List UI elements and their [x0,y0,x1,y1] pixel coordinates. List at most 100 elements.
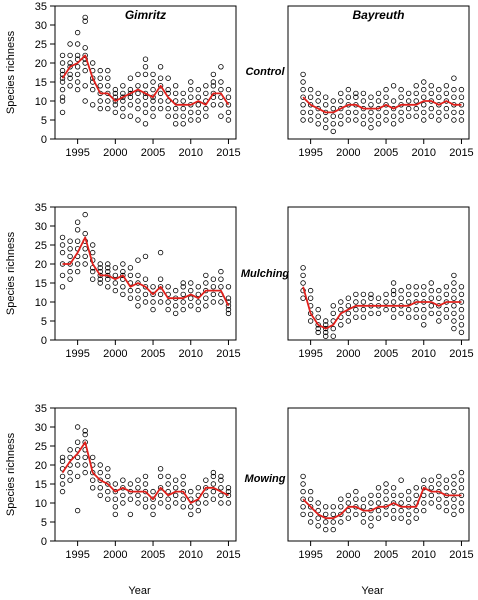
x-tick-label: 1995 [298,549,322,561]
data-point [210,79,217,85]
data-point [127,102,134,108]
data-point [428,280,434,286]
data-point [225,102,232,108]
data-point [210,276,217,282]
data-point [67,75,73,81]
data-point [74,268,81,275]
x-tick-label: 1995 [65,348,89,360]
data-point [172,310,179,317]
data-point [157,90,164,97]
data-point [135,485,141,491]
data-point [436,117,442,123]
data-point [150,496,156,502]
data-point [142,253,149,260]
data-point [353,94,359,100]
data-point [428,113,434,119]
data-point [330,325,336,332]
data-point [67,477,73,483]
data-point [112,481,119,487]
data-point [405,314,412,320]
data-point [188,504,194,510]
data-point [323,511,329,518]
data-point [390,83,397,89]
data-point [390,280,397,286]
data-point [105,105,111,112]
data-point [413,492,419,499]
data-point [105,268,111,275]
data-point [443,284,450,290]
panel-gimritz-control: 1995 2000 2005 2010 2015 0 5 10 15 20 25 30 35 Specie… [5,1,241,159]
data-point [74,238,81,244]
data-point [383,488,389,495]
data-point [345,310,352,317]
data-point [225,109,232,116]
data-point [172,492,179,499]
data-point [390,287,397,294]
data-point [458,507,465,514]
data-point [112,94,119,100]
data-point [112,102,119,108]
data-point [165,481,171,487]
data-point [315,113,321,119]
y-tick-label: 35 [35,202,47,214]
data-point [383,511,389,518]
data-point [330,98,336,104]
y-tick-label: 30 [35,422,47,434]
data-point [451,109,457,116]
data-point [315,322,321,328]
data-point [443,83,450,89]
data-point [421,94,427,100]
data-point [436,86,442,93]
data-point [300,280,306,286]
data-point [97,265,103,271]
x-tick-label: 2005 [374,549,398,561]
mean-line [61,441,229,504]
data-point [458,94,465,100]
data-point [203,500,209,506]
data-point [458,109,465,116]
data-point [188,280,194,286]
data-point [345,117,352,123]
data-point [59,98,66,104]
data-point [458,322,465,328]
data-point [180,299,186,305]
panel-bayreuth-control: 1995 2000 2005 2010 2015 [287,5,474,159]
data-point [172,485,179,491]
data-point [172,113,179,119]
data-point [330,128,336,135]
plot-frame [287,206,470,341]
x-tick-label: 2000 [336,549,360,561]
data-point [360,121,367,127]
plot-frame [54,5,237,140]
y-axis-label: Species richness [5,231,17,315]
data-point [112,272,119,279]
y-tick-label: 20 [35,58,47,70]
data-point [120,105,126,112]
data-point [451,310,457,317]
data-point [210,291,217,298]
data-point [188,79,194,85]
data-point [105,496,111,502]
data-point [120,90,126,97]
data-point [428,90,434,97]
data-point [307,109,314,116]
data-point [112,496,119,502]
data-point [338,496,344,502]
data-point [112,504,119,510]
data-point [82,230,88,237]
data-point [97,276,103,282]
data-point [74,462,81,468]
data-point [218,284,224,290]
data-point [188,86,194,93]
data-point [353,314,359,320]
data-point [307,86,314,93]
data-point [428,295,434,301]
data-point [127,272,134,279]
data-point [398,94,404,100]
data-point [443,105,450,112]
data-point [188,94,194,100]
x-tick-label: 2005 [141,147,165,159]
data-point [390,492,397,499]
x-tick-label: 2010 [412,549,436,561]
data-point [360,496,367,502]
